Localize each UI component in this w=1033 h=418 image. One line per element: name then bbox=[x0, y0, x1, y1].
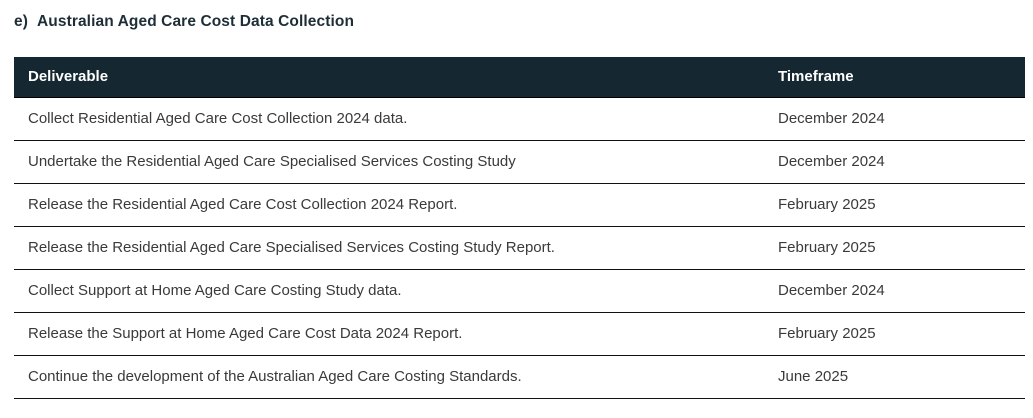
timeframe-cell: December 2024 bbox=[778, 97, 1025, 141]
deliverable-cell: Collect Residential Aged Care Cost Colle… bbox=[14, 97, 778, 141]
section-heading: e) Australian Aged Care Cost Data Collect… bbox=[14, 13, 354, 31]
table-row: Collect Residential Aged Care Cost Colle… bbox=[14, 97, 1025, 141]
deliverable-cell: Release the Support at Home Aged Care Co… bbox=[14, 312, 778, 356]
deliverable-cell: Release the Residential Aged Care Specia… bbox=[14, 226, 778, 270]
table-row: Continue the development of the Australi… bbox=[14, 355, 1025, 399]
table-row: Release the Residential Aged Care Cost C… bbox=[14, 183, 1025, 227]
column-header-timeframe: Timeframe bbox=[778, 57, 1025, 98]
deliverable-cell: Release the Residential Aged Care Cost C… bbox=[14, 183, 778, 227]
table-row: Collect Support at Home Aged Care Costin… bbox=[14, 269, 1025, 313]
section-heading-label: e) bbox=[14, 13, 28, 30]
table-row: Undertake the Residential Aged Care Spec… bbox=[14, 140, 1025, 184]
deliverable-cell: Continue the development of the Australi… bbox=[14, 355, 778, 399]
timeframe-cell: February 2025 bbox=[778, 226, 1025, 270]
timeframe-cell: December 2024 bbox=[778, 140, 1025, 184]
table-row: Release the Support at Home Aged Care Co… bbox=[14, 312, 1025, 356]
section-heading-title: Australian Aged Care Cost Data Collectio… bbox=[36, 13, 355, 30]
table-header-row: Deliverable Timeframe bbox=[14, 57, 1025, 98]
timeframe-cell: February 2025 bbox=[778, 183, 1025, 227]
deliverable-cell: Collect Support at Home Aged Care Costin… bbox=[14, 269, 778, 313]
column-header-deliverable: Deliverable bbox=[14, 57, 778, 98]
table-row: Release the Residential Aged Care Specia… bbox=[14, 226, 1025, 270]
timeframe-cell: December 2024 bbox=[778, 269, 1025, 313]
deliverables-table: Deliverable Timeframe Collect Residentia… bbox=[14, 57, 1025, 399]
timeframe-cell: February 2025 bbox=[778, 312, 1025, 356]
timeframe-cell: June 2025 bbox=[778, 355, 1025, 399]
deliverable-cell: Undertake the Residential Aged Care Spec… bbox=[14, 140, 778, 184]
